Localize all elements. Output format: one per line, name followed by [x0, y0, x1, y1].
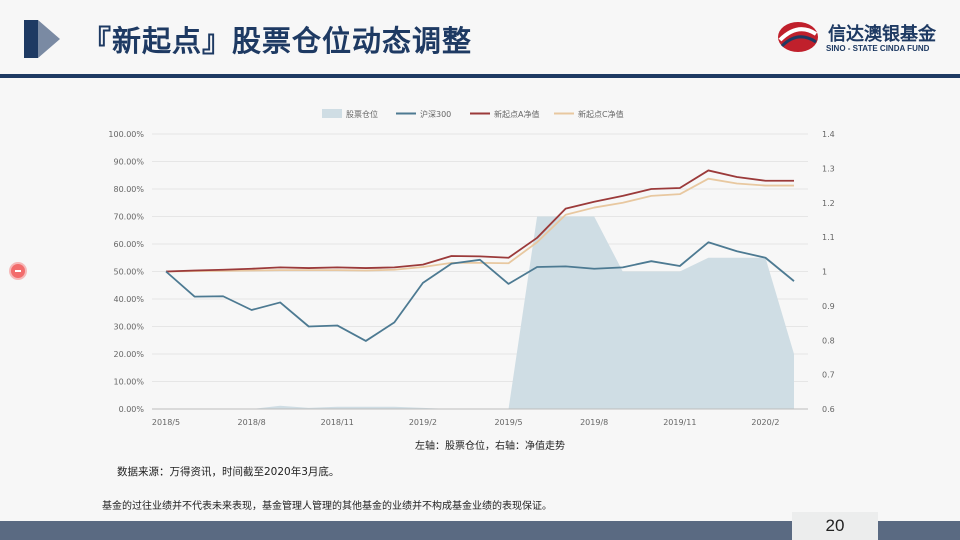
footer-bar	[0, 521, 960, 540]
y-right-tick-label: 1.2	[822, 199, 835, 208]
legend-swatch	[322, 109, 342, 118]
page-number: 20	[792, 512, 878, 540]
header: 『新起点』股票仓位动态调整 信达澳银基金 SINO - STATE CINDA …	[0, 0, 960, 78]
y-right-tick-label: 1	[822, 268, 827, 277]
y-left-tick-label: 50.00%	[113, 268, 144, 277]
legend-label: 新起点A净值	[494, 109, 539, 119]
data-source-note: 数据来源：万得资讯，时间截至2020年3月底。	[117, 466, 340, 478]
logo-name-en: SINO - STATE CINDA FUND	[826, 44, 930, 53]
y-left-tick-label: 30.00%	[113, 323, 144, 332]
y-right-tick-label: 0.6	[822, 405, 835, 414]
logo-icon	[778, 22, 818, 52]
x-tick-label: 2019/11	[663, 418, 696, 427]
x-tick-label: 2018/5	[152, 418, 180, 427]
line-series-hs300	[165, 241, 795, 342]
legend-label: 沪深300	[420, 109, 451, 119]
header-divider	[0, 74, 960, 78]
y-left-tick-label: 100.00%	[108, 130, 144, 139]
disclaimer-note: 基金的过往业绩并不代表未来表现，基金管理人管理的其他基金的业绩并不构成基金业绩的…	[102, 501, 552, 512]
legend-label: 股票仓位	[346, 109, 378, 119]
brand-logo: 信达澳银基金 SINO - STATE CINDA FUND	[776, 18, 956, 58]
y-left-tick-label: 70.00%	[113, 213, 144, 222]
page-title: 『新起点』股票仓位动态调整	[82, 24, 473, 58]
y-left-tick-label: 20.00%	[113, 350, 144, 359]
x-tick-label: 2019/8	[580, 418, 608, 427]
y-left-tick-label: 10.00%	[113, 378, 144, 387]
y-right-tick-label: 1.3	[822, 164, 835, 173]
x-tick-label: 2018/11	[321, 418, 354, 427]
y-right-tick-label: 1.1	[822, 233, 835, 242]
y-left-tick-label: 60.00%	[113, 240, 144, 249]
line-series-fund-a	[165, 169, 794, 273]
y-right-tick-label: 0.9	[822, 302, 835, 311]
axis-caption: 左轴：股票仓位，右轴：净值走势	[415, 441, 565, 452]
y-left-tick-label: 90.00%	[113, 158, 144, 167]
x-tick-label: 2019/5	[494, 418, 522, 427]
chevron-right-icon	[24, 20, 60, 58]
legend-label: 新起点C净值	[578, 109, 624, 119]
y-right-tick-label: 0.7	[822, 371, 835, 380]
logo-name-cn: 信达澳银基金	[828, 24, 936, 45]
y-right-tick-label: 1.4	[822, 130, 835, 139]
y-right-tick-label: 0.8	[822, 336, 835, 345]
x-tick-label: 2018/8	[238, 418, 266, 427]
record-indicator-icon[interactable]	[11, 264, 25, 278]
y-left-tick-label: 0.00%	[119, 405, 145, 414]
x-tick-label: 2020/2	[751, 418, 779, 427]
y-left-tick-label: 40.00%	[113, 295, 144, 304]
area-series-stock-position	[166, 216, 794, 409]
x-tick-label: 2019/2	[409, 418, 437, 427]
line-series-fund-c	[165, 177, 794, 273]
y-left-tick-label: 80.00%	[113, 185, 144, 194]
